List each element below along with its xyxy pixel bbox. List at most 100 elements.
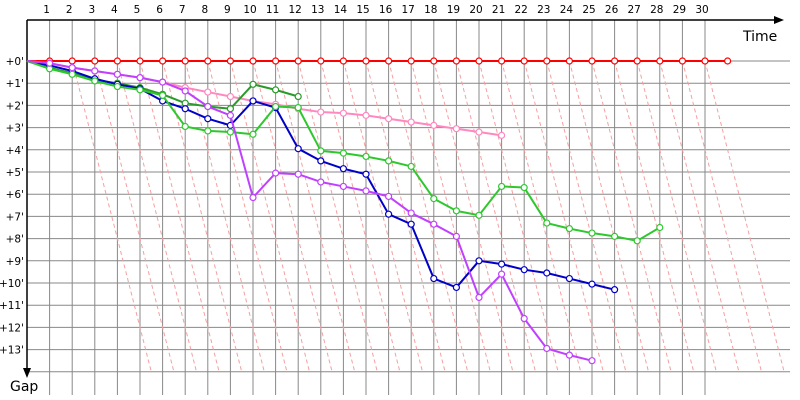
data-point	[475, 293, 483, 302]
data-point	[678, 57, 687, 65]
reference-diagonal	[162, 60, 243, 372]
reference-diagonal	[342, 60, 423, 372]
data-point	[565, 351, 574, 359]
data-point	[588, 357, 596, 365]
data-point	[294, 104, 302, 112]
data-point	[362, 170, 370, 178]
data-point	[339, 109, 347, 117]
reference-diagonal	[252, 60, 333, 372]
reference-diagonal	[410, 60, 491, 372]
x-tick-label: 5	[134, 4, 141, 16]
data-point	[272, 57, 280, 65]
data-point	[272, 169, 280, 177]
x-tick-label: 27	[628, 4, 641, 16]
data-point	[475, 257, 483, 265]
x-tick-label: 15	[356, 4, 369, 16]
data-point	[272, 102, 280, 111]
data-point	[610, 286, 619, 294]
data-point	[385, 157, 393, 165]
data-point	[226, 105, 234, 113]
data-point	[407, 220, 415, 228]
data-point	[565, 274, 574, 283]
data-point	[543, 219, 551, 227]
x-tick-label: 8	[201, 4, 208, 16]
x-tick-label: 6	[156, 4, 163, 16]
x-tick-label: 14	[334, 4, 348, 16]
data-point	[475, 128, 483, 136]
y-tick-label: +0'	[6, 56, 24, 68]
data-point	[407, 118, 415, 126]
data-point	[339, 149, 347, 157]
reference-diagonal	[433, 60, 514, 372]
data-point	[498, 182, 506, 191]
x-tick-label: 17	[402, 4, 415, 16]
data-point	[226, 57, 234, 65]
data-point	[543, 344, 551, 353]
reference-diagonal	[71, 60, 152, 372]
y-tick-label: +4'	[6, 145, 24, 157]
y-tick-label: +11'	[0, 300, 24, 312]
x-tick-label: 12	[289, 4, 302, 16]
data-point	[181, 105, 189, 113]
y-tick-label: +2'	[6, 100, 24, 112]
x-tick-label: 11	[266, 4, 279, 16]
reference-diagonal	[478, 60, 559, 372]
reference-diagonal	[681, 60, 762, 372]
data-point	[68, 64, 76, 72]
x-tick-label: 4	[111, 4, 118, 16]
x-tick-label: 28	[650, 4, 663, 16]
data-point	[520, 183, 528, 192]
data-point	[452, 232, 460, 240]
data-point	[45, 59, 54, 67]
axes	[23, 16, 784, 378]
data-point	[317, 57, 325, 65]
y-tick-label: +10'	[0, 278, 24, 290]
data-point	[136, 86, 144, 94]
data-point	[565, 57, 574, 65]
data-point	[249, 130, 257, 138]
data-point	[565, 225, 574, 233]
y-tick-label: +8'	[6, 234, 24, 246]
data-point	[610, 57, 619, 65]
data-point	[588, 57, 596, 65]
data-point	[498, 260, 506, 268]
data-point	[159, 78, 167, 86]
data-point	[317, 147, 325, 155]
reference-diagonal	[636, 60, 717, 372]
data-point	[136, 74, 144, 82]
y-tick-label: +6'	[6, 189, 24, 201]
data-point	[159, 57, 167, 65]
data-point	[633, 57, 641, 65]
data-point	[317, 108, 325, 116]
x-tick-label: 22	[515, 4, 528, 16]
data-point	[407, 162, 415, 171]
y-tick-label: +1'	[6, 78, 24, 90]
data-point	[249, 97, 257, 105]
data-point	[317, 157, 325, 165]
data-point	[362, 57, 370, 65]
x-tick-label: 26	[605, 4, 619, 16]
y-tick-label: +3'	[6, 123, 24, 135]
data-point	[385, 57, 393, 65]
data-point	[204, 115, 212, 123]
y-tick-label: +9'	[6, 256, 24, 268]
data-point	[113, 82, 122, 91]
reference-diagonals	[71, 60, 785, 372]
data-point	[385, 192, 393, 201]
x-tick-label: 7	[179, 4, 186, 16]
x-tick-label: 18	[424, 4, 437, 16]
data-point	[294, 92, 302, 101]
data-point	[430, 57, 438, 65]
data-point	[249, 57, 257, 65]
data-point	[68, 57, 76, 65]
data-point	[520, 314, 528, 323]
x-tick-label: 23	[537, 4, 550, 16]
x-tick-label: 20	[469, 4, 482, 16]
grid	[27, 20, 790, 395]
data-point	[339, 182, 347, 191]
reference-diagonal	[184, 60, 265, 372]
data-point	[362, 111, 370, 119]
y-axis-arrow	[23, 368, 31, 378]
